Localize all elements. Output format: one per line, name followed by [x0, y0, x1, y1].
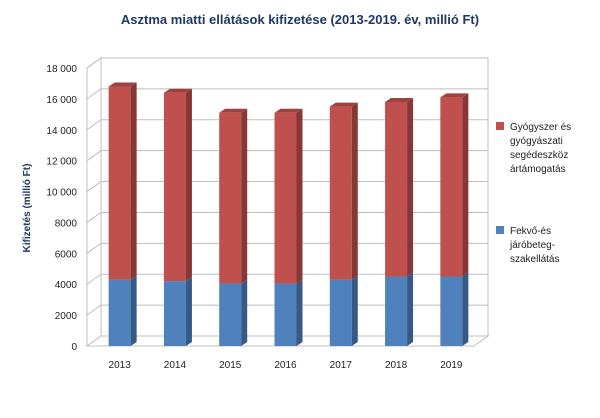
- bar-segment: [440, 272, 469, 346]
- gridline: [86, 304, 488, 316]
- y-tick-label: 8000: [55, 218, 78, 229]
- y-tick-label: 4000: [55, 280, 78, 291]
- chart-title: Asztma miatti ellátások kifizetése (2013…: [121, 12, 479, 27]
- legend-swatch: [496, 226, 504, 234]
- bar-top: [163, 88, 192, 93]
- plot-area: 0 2000 4000 6000 8000 10 000 12 000 14 000 16 00…: [46, 57, 490, 371]
- legend-label: gyógyászati: [510, 136, 563, 147]
- bar-segment: [108, 275, 137, 346]
- bar-segment: [274, 279, 303, 346]
- legend-label: Fekvő-és: [510, 226, 551, 237]
- bar-side: [407, 97, 414, 277]
- bar-segment: [385, 97, 414, 277]
- legend-label: ártámogatás: [510, 164, 566, 175]
- bar-segment: [219, 108, 248, 284]
- legend-label: segédeszköz: [510, 150, 568, 161]
- gridline: [86, 57, 488, 69]
- bar-front: [385, 276, 408, 346]
- bar-top: [219, 108, 248, 113]
- bar-segment: [163, 277, 192, 346]
- bar-side: [185, 88, 192, 282]
- x-tick-label: 2014: [164, 360, 187, 371]
- y-tick-label: 2000: [55, 311, 78, 322]
- bar-side: [185, 277, 192, 346]
- y-tick-label: 14 000: [46, 126, 77, 137]
- bar-side: [296, 108, 303, 284]
- legend-label: Gyógyszer és: [510, 122, 571, 133]
- side-wall: [86, 57, 102, 347]
- bar-segment: [163, 88, 192, 282]
- x-tick-label: 2015: [219, 360, 242, 371]
- bar-side: [296, 279, 303, 346]
- bar-segment: [329, 275, 358, 346]
- bar-front: [108, 279, 131, 346]
- bar-front: [440, 97, 463, 277]
- y-axis-title: Kifizetés (millió Ft): [22, 164, 33, 253]
- bar-front: [219, 283, 242, 346]
- bar-side: [351, 102, 358, 280]
- gridline: [86, 211, 488, 223]
- x-tick-label: 2017: [330, 360, 353, 371]
- legend-item: Fekvő-és járóbeteg-szakellátás: [496, 226, 559, 265]
- bar-segment: [329, 102, 358, 280]
- legend-label: szakellátás: [510, 254, 559, 265]
- bar-segment: [385, 272, 414, 346]
- bar-side: [462, 272, 469, 346]
- bar-segment: [108, 82, 137, 280]
- gridline: [86, 88, 488, 100]
- bar-segment: [219, 279, 248, 346]
- y-tick-label: 0: [71, 342, 77, 353]
- y-tick-label: 18 000: [46, 64, 77, 75]
- bar-top: [108, 82, 137, 87]
- legend: Gyógyszer és gyógyászati segédeszköz ártámo…: [496, 122, 571, 265]
- legend-item: Gyógyszer és gyógyászati segédeszköz ártámo…: [496, 122, 571, 175]
- bar-segment: [274, 108, 303, 284]
- y-tick-label: 16 000: [46, 95, 77, 106]
- gridline: [86, 119, 488, 131]
- bar-top: [440, 93, 469, 98]
- bar-front: [274, 112, 297, 284]
- gridline: [86, 273, 488, 285]
- bar-segment: [440, 93, 469, 277]
- bar-front: [329, 106, 352, 280]
- bar-front: [274, 283, 297, 346]
- y-tick-label: 10 000: [46, 188, 77, 199]
- bar-front: [163, 281, 186, 346]
- bar-side: [130, 275, 137, 346]
- bar-front: [219, 112, 242, 284]
- x-tick-label: 2019: [440, 360, 463, 371]
- bar-front: [163, 92, 186, 282]
- y-tick-label: 6000: [55, 249, 78, 260]
- gridline: [86, 181, 488, 192]
- bar-front: [385, 101, 408, 277]
- legend-label: járóbeteg-: [509, 240, 555, 251]
- x-tick-label: 2013: [109, 360, 132, 371]
- bar-front: [329, 279, 352, 346]
- bar-front: [108, 86, 131, 280]
- legend-swatch: [496, 122, 504, 130]
- bar-side: [241, 279, 248, 346]
- gridline: [86, 242, 488, 254]
- y-tick-label: 12 000: [46, 157, 77, 168]
- bar-side: [241, 108, 248, 284]
- x-tick-label: 2016: [274, 360, 297, 371]
- bar-top: [329, 102, 358, 107]
- bar-top: [274, 108, 303, 113]
- bar-front: [440, 276, 463, 346]
- x-tick-label: 2018: [385, 360, 408, 371]
- bar-side: [462, 93, 469, 277]
- bar-top: [385, 97, 414, 102]
- bar-side: [407, 272, 414, 346]
- bar-side: [130, 82, 137, 280]
- gridline: [86, 150, 488, 162]
- bar-side: [351, 275, 358, 346]
